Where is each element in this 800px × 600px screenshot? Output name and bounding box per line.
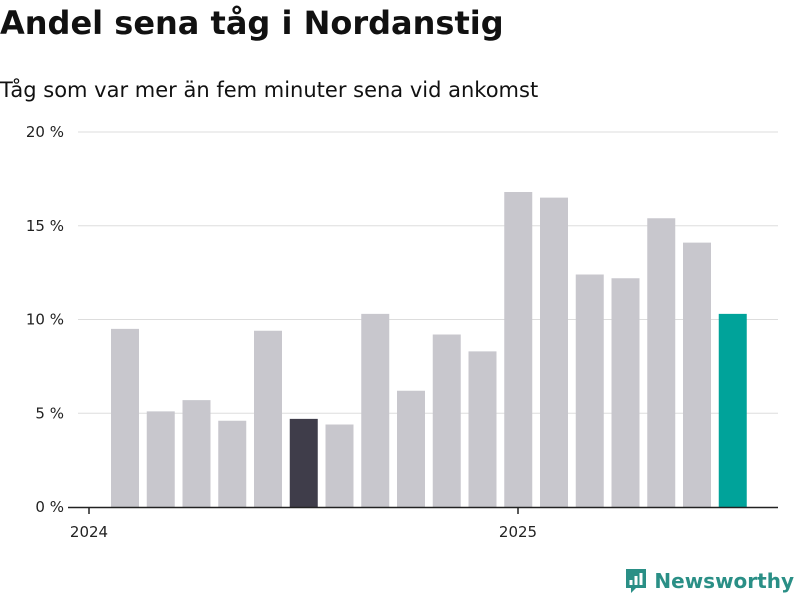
bar	[111, 328, 139, 507]
bar	[540, 197, 568, 507]
bar	[361, 313, 390, 507]
bar	[289, 418, 318, 507]
brand-name: Newsworthy	[654, 569, 794, 593]
y-tick-label: 5 %	[35, 404, 64, 422]
chart-subtitle: Tåg som var mer än fem minuter sena vid …	[0, 78, 539, 102]
bar	[611, 278, 640, 507]
bar	[468, 351, 497, 507]
bar	[146, 411, 175, 507]
bar	[718, 313, 747, 507]
bar	[683, 242, 711, 507]
newsworthy-logo: Newsworthy	[624, 568, 794, 594]
bar	[504, 192, 533, 507]
newsworthy-logo-icon	[626, 569, 647, 593]
bar	[647, 218, 676, 507]
bar	[325, 424, 354, 507]
y-tick-label: 20 %	[26, 123, 64, 141]
bar	[182, 400, 211, 507]
y-tick-label: 0 %	[35, 498, 64, 516]
chart-title: Andel sena tåg i Nordanstig	[0, 4, 504, 42]
y-tick-label: 15 %	[26, 217, 64, 235]
bar	[254, 330, 282, 507]
x-tick-label: 2025	[499, 523, 537, 541]
y-tick-label: 10 %	[26, 311, 64, 329]
bar	[575, 274, 604, 507]
bar	[397, 390, 425, 507]
bar	[432, 334, 461, 507]
bar	[218, 420, 247, 507]
x-tick-label: 2024	[70, 523, 108, 541]
